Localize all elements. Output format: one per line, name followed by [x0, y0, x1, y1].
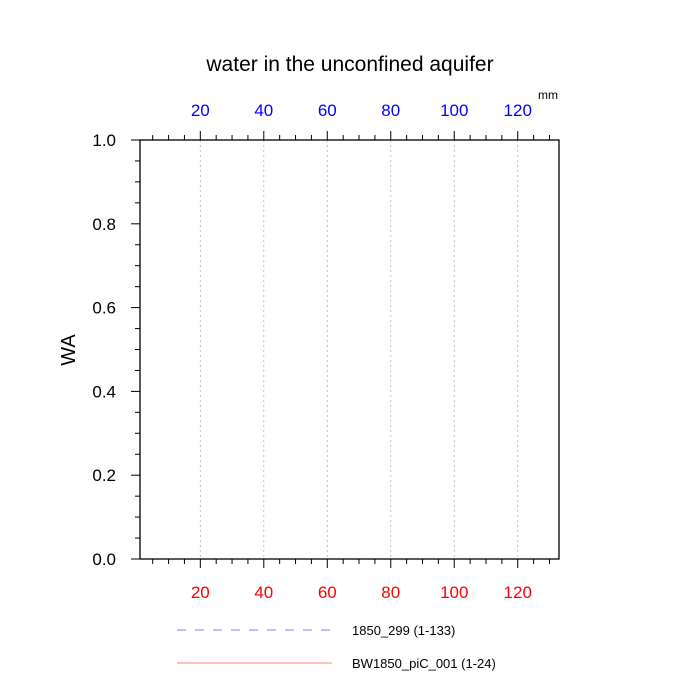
- y-tick-label: 1.0: [92, 131, 116, 150]
- chart-title: water in the unconfined aquifer: [205, 53, 493, 76]
- y-tick-label: 0.4: [92, 382, 116, 401]
- y-axis-label: WA: [58, 334, 80, 366]
- axis-ticks: [131, 131, 550, 568]
- grid-lines: [199, 140, 519, 559]
- legend-label: 1850_299 (1-133): [352, 623, 455, 638]
- plot-frame: [139, 139, 560, 560]
- x-tick-label-bottom: 40: [254, 583, 273, 602]
- x-tick-label-bottom: 80: [381, 583, 400, 602]
- x-tick-label-bottom: 100: [440, 583, 468, 602]
- x-tick-label-top: 40: [254, 101, 273, 120]
- x-tick-label-top: 120: [504, 101, 532, 120]
- x-tick-label-top: 80: [381, 101, 400, 120]
- y-tick-label: 0.0: [92, 550, 116, 569]
- x-tick-label-bottom: 60: [318, 583, 337, 602]
- x-tick-label-top: 20: [191, 101, 210, 120]
- tick-labels: 20 20 40 40 60 60 80 80 100 100 120 120 0.0 0.2 0.4 0.6…: [92, 101, 532, 602]
- legend-label: BW1850_piC_001 (1-24): [352, 656, 496, 671]
- y-tick-label: 0.2: [92, 466, 116, 485]
- x-tick-label-top: 100: [440, 101, 468, 120]
- legend: 1850_299 (1-133) BW1850_piC_001 (1-24): [177, 623, 496, 671]
- top-axis-unit-label: mm: [538, 88, 558, 102]
- x-tick-label-bottom: 20: [191, 583, 210, 602]
- y-tick-label: 0.8: [92, 215, 116, 234]
- y-tick-label: 0.6: [92, 299, 116, 318]
- x-tick-label-bottom: 120: [504, 583, 532, 602]
- x-tick-label-top: 60: [318, 101, 337, 120]
